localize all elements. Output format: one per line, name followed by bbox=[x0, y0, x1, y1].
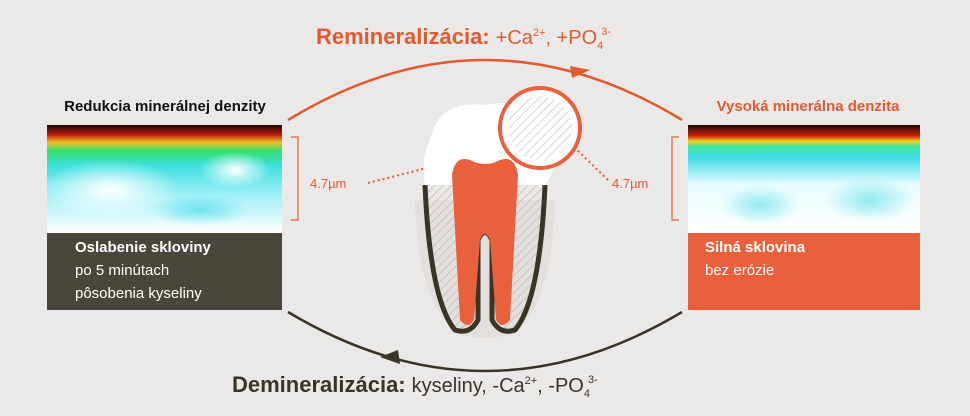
top-arc bbox=[287, 58, 683, 122]
subscript: 4 bbox=[584, 388, 590, 400]
image-detail bbox=[40, 160, 180, 220]
bottom-arc bbox=[287, 310, 683, 373]
charge: 2+ bbox=[525, 375, 538, 387]
bottom-process: Demineralizácia: kyseliny, -Ca2+, -PO4 3- bbox=[232, 372, 598, 400]
caption-line: bez erózie bbox=[705, 262, 774, 279]
magnifier-detail bbox=[508, 96, 572, 160]
measurement: 4.7µm bbox=[310, 176, 346, 191]
image-detail bbox=[720, 185, 800, 225]
panel-title: Vysoká minerálna denzita bbox=[717, 98, 901, 115]
process-label: Demineralizácia: bbox=[232, 372, 406, 397]
subscript: 4 bbox=[597, 40, 603, 52]
image-detail bbox=[825, 178, 915, 222]
ion: +Ca bbox=[496, 27, 534, 49]
caption-box bbox=[688, 233, 920, 310]
caption-title: Oslabenie skloviny bbox=[75, 239, 212, 256]
charge: 3- bbox=[601, 26, 611, 38]
process-label: Remineralizácia: bbox=[316, 24, 490, 49]
ion: kyseliny, -Ca bbox=[412, 375, 526, 397]
caption-box bbox=[47, 233, 282, 310]
charge: 2+ bbox=[533, 27, 546, 39]
measurement: 4.7µm bbox=[612, 176, 648, 191]
panel-title: Redukcia minerálnej denzity bbox=[64, 98, 266, 115]
bracket bbox=[671, 136, 679, 221]
caption-title: Silná sklovina bbox=[705, 239, 806, 256]
image-detail bbox=[200, 152, 270, 188]
separator: , +PO bbox=[545, 27, 597, 49]
tooth-illustration bbox=[415, 86, 582, 338]
pulp bbox=[452, 159, 518, 325]
bracket bbox=[291, 136, 299, 221]
top-process: Remineralizácia: +Ca2+, +PO4 3- bbox=[316, 24, 611, 52]
caption-line: pôsobenia kyseliny bbox=[75, 285, 202, 302]
arrow-head bbox=[570, 66, 590, 78]
caption-line: po 5 minútach bbox=[75, 262, 169, 279]
separator: , -PO bbox=[537, 375, 584, 397]
pointer-line bbox=[574, 147, 609, 181]
image-detail bbox=[150, 195, 250, 225]
charge: 3- bbox=[588, 374, 598, 386]
arrow-head bbox=[380, 350, 400, 364]
